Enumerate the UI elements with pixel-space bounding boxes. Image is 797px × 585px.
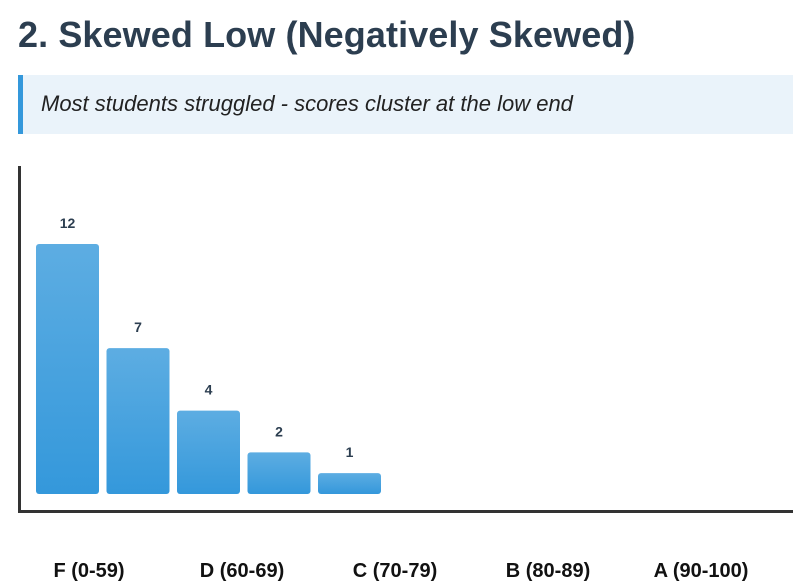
description-text: Most students struggled - scores cluster…	[41, 91, 573, 116]
bars-group: 12 7 4 2 1	[36, 215, 381, 494]
x-tick-label-3: B (80-89)	[505, 560, 591, 582]
bar-value-label-3: 2	[275, 423, 283, 439]
x-tick-label-4: A (90-100)	[653, 560, 749, 582]
x-tick-label-1: D (60-69)	[199, 560, 285, 582]
bar-value-label-2: 4	[205, 382, 213, 398]
page-title: 2. Skewed Low (Negatively Skewed)	[18, 14, 636, 55]
bar-1	[106, 348, 170, 494]
x-axis-line	[18, 510, 793, 513]
bar-4	[318, 473, 381, 494]
bar-3	[247, 452, 311, 494]
bar-value-label-0: 12	[60, 215, 76, 231]
x-axis-labels: F (0-59) D (60-69) C (70-79) B (80-89) A (90…	[0, 560, 797, 584]
bar-0	[36, 244, 99, 494]
y-axis-line	[18, 166, 21, 512]
x-tick-label-2: C (70-79)	[352, 560, 438, 582]
bar-value-label-1: 7	[134, 319, 142, 335]
bar-2	[177, 410, 240, 494]
bar-value-label-4: 1	[346, 444, 354, 460]
description-callout: Most students struggled - scores cluster…	[18, 75, 793, 134]
x-tick-label-0: F (0-59)	[53, 560, 125, 582]
